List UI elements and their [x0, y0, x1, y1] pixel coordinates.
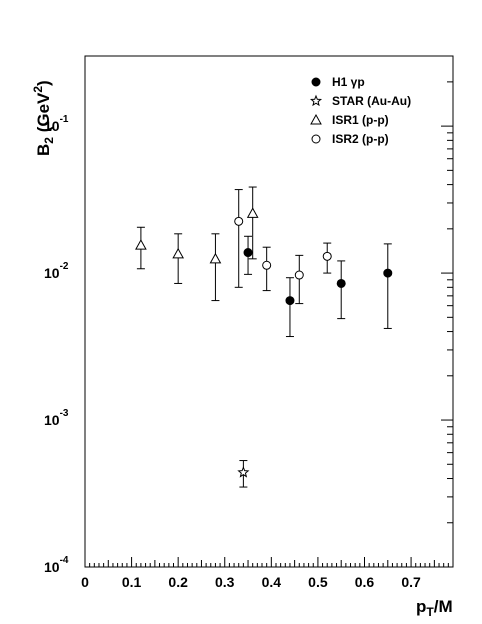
- y-tick-label: 10-4: [44, 555, 69, 575]
- legend-entry-isr1: ISR1 (p-p): [310, 113, 389, 127]
- tick-labels: 0 0.1 0.2 0.3 0.4 0.5 0.6 0.7 10-1 10-2 10-3 10-4: [44, 114, 421, 590]
- legend-marker-open-triangle: [310, 113, 322, 125]
- x-tick-label: 0.2: [168, 574, 188, 590]
- data-marks: [135, 186, 393, 488]
- x-tick-label: 0.3: [215, 574, 235, 590]
- x-tick-label: 0.5: [308, 574, 328, 590]
- legend-marker-open-star: [309, 94, 323, 107]
- x-tick-label: 0.7: [401, 574, 421, 590]
- data-point-open-star: [237, 466, 250, 478]
- plot-frame: [84, 55, 454, 568]
- x-tick-label: 0.6: [355, 574, 375, 590]
- legend-label-isr2: ISR2 (p-p): [332, 132, 389, 146]
- x-tick-label: 0.1: [122, 574, 142, 590]
- data-point-filled-circle: [243, 248, 253, 258]
- data-point-filled-circle: [383, 268, 393, 278]
- legend-entry-isr2: ISR2 (p-p): [311, 132, 389, 146]
- y-tick-label: 10-3: [44, 408, 69, 428]
- data-point-open-circle: [262, 260, 272, 270]
- legend-label-star: STAR (Au-Au): [332, 94, 411, 108]
- x-axis-title: pT/M: [416, 597, 453, 619]
- x-tick-label: 0.4: [262, 574, 282, 590]
- legend-entry-h1: H1 γp: [311, 75, 365, 89]
- data-point-open-circle: [234, 216, 244, 226]
- y-tick-label: 10-2: [44, 261, 69, 281]
- data-point-open-circle: [294, 270, 304, 280]
- legend-label-h1: H1 γp: [332, 75, 365, 89]
- data-point-open-triangle: [209, 252, 222, 264]
- y-tick-label: 10-1: [44, 114, 69, 134]
- axes-ticks: [84, 81, 453, 568]
- y-axis-title: B2 (GeV2): [31, 80, 56, 156]
- data-point-open-triangle: [135, 239, 147, 250]
- data-point-open-circle: [322, 251, 332, 261]
- data-point-open-triangle: [172, 247, 185, 259]
- legend-label-isr1: ISR1 (p-p): [332, 113, 389, 127]
- x-tick-label: 0: [81, 574, 89, 590]
- legend-entry-star: STAR (Au-Au): [309, 94, 411, 108]
- data-point-open-triangle: [246, 207, 259, 218]
- legend-marker-open-circle: [311, 134, 321, 144]
- data-point-filled-circle: [336, 278, 346, 288]
- legend: H1 γp STAR (Au-Au) ISR1 (p-p) ISR2 (p-p): [309, 75, 411, 146]
- data-point-filled-circle: [285, 296, 295, 306]
- legend-marker-filled-circle: [311, 77, 321, 87]
